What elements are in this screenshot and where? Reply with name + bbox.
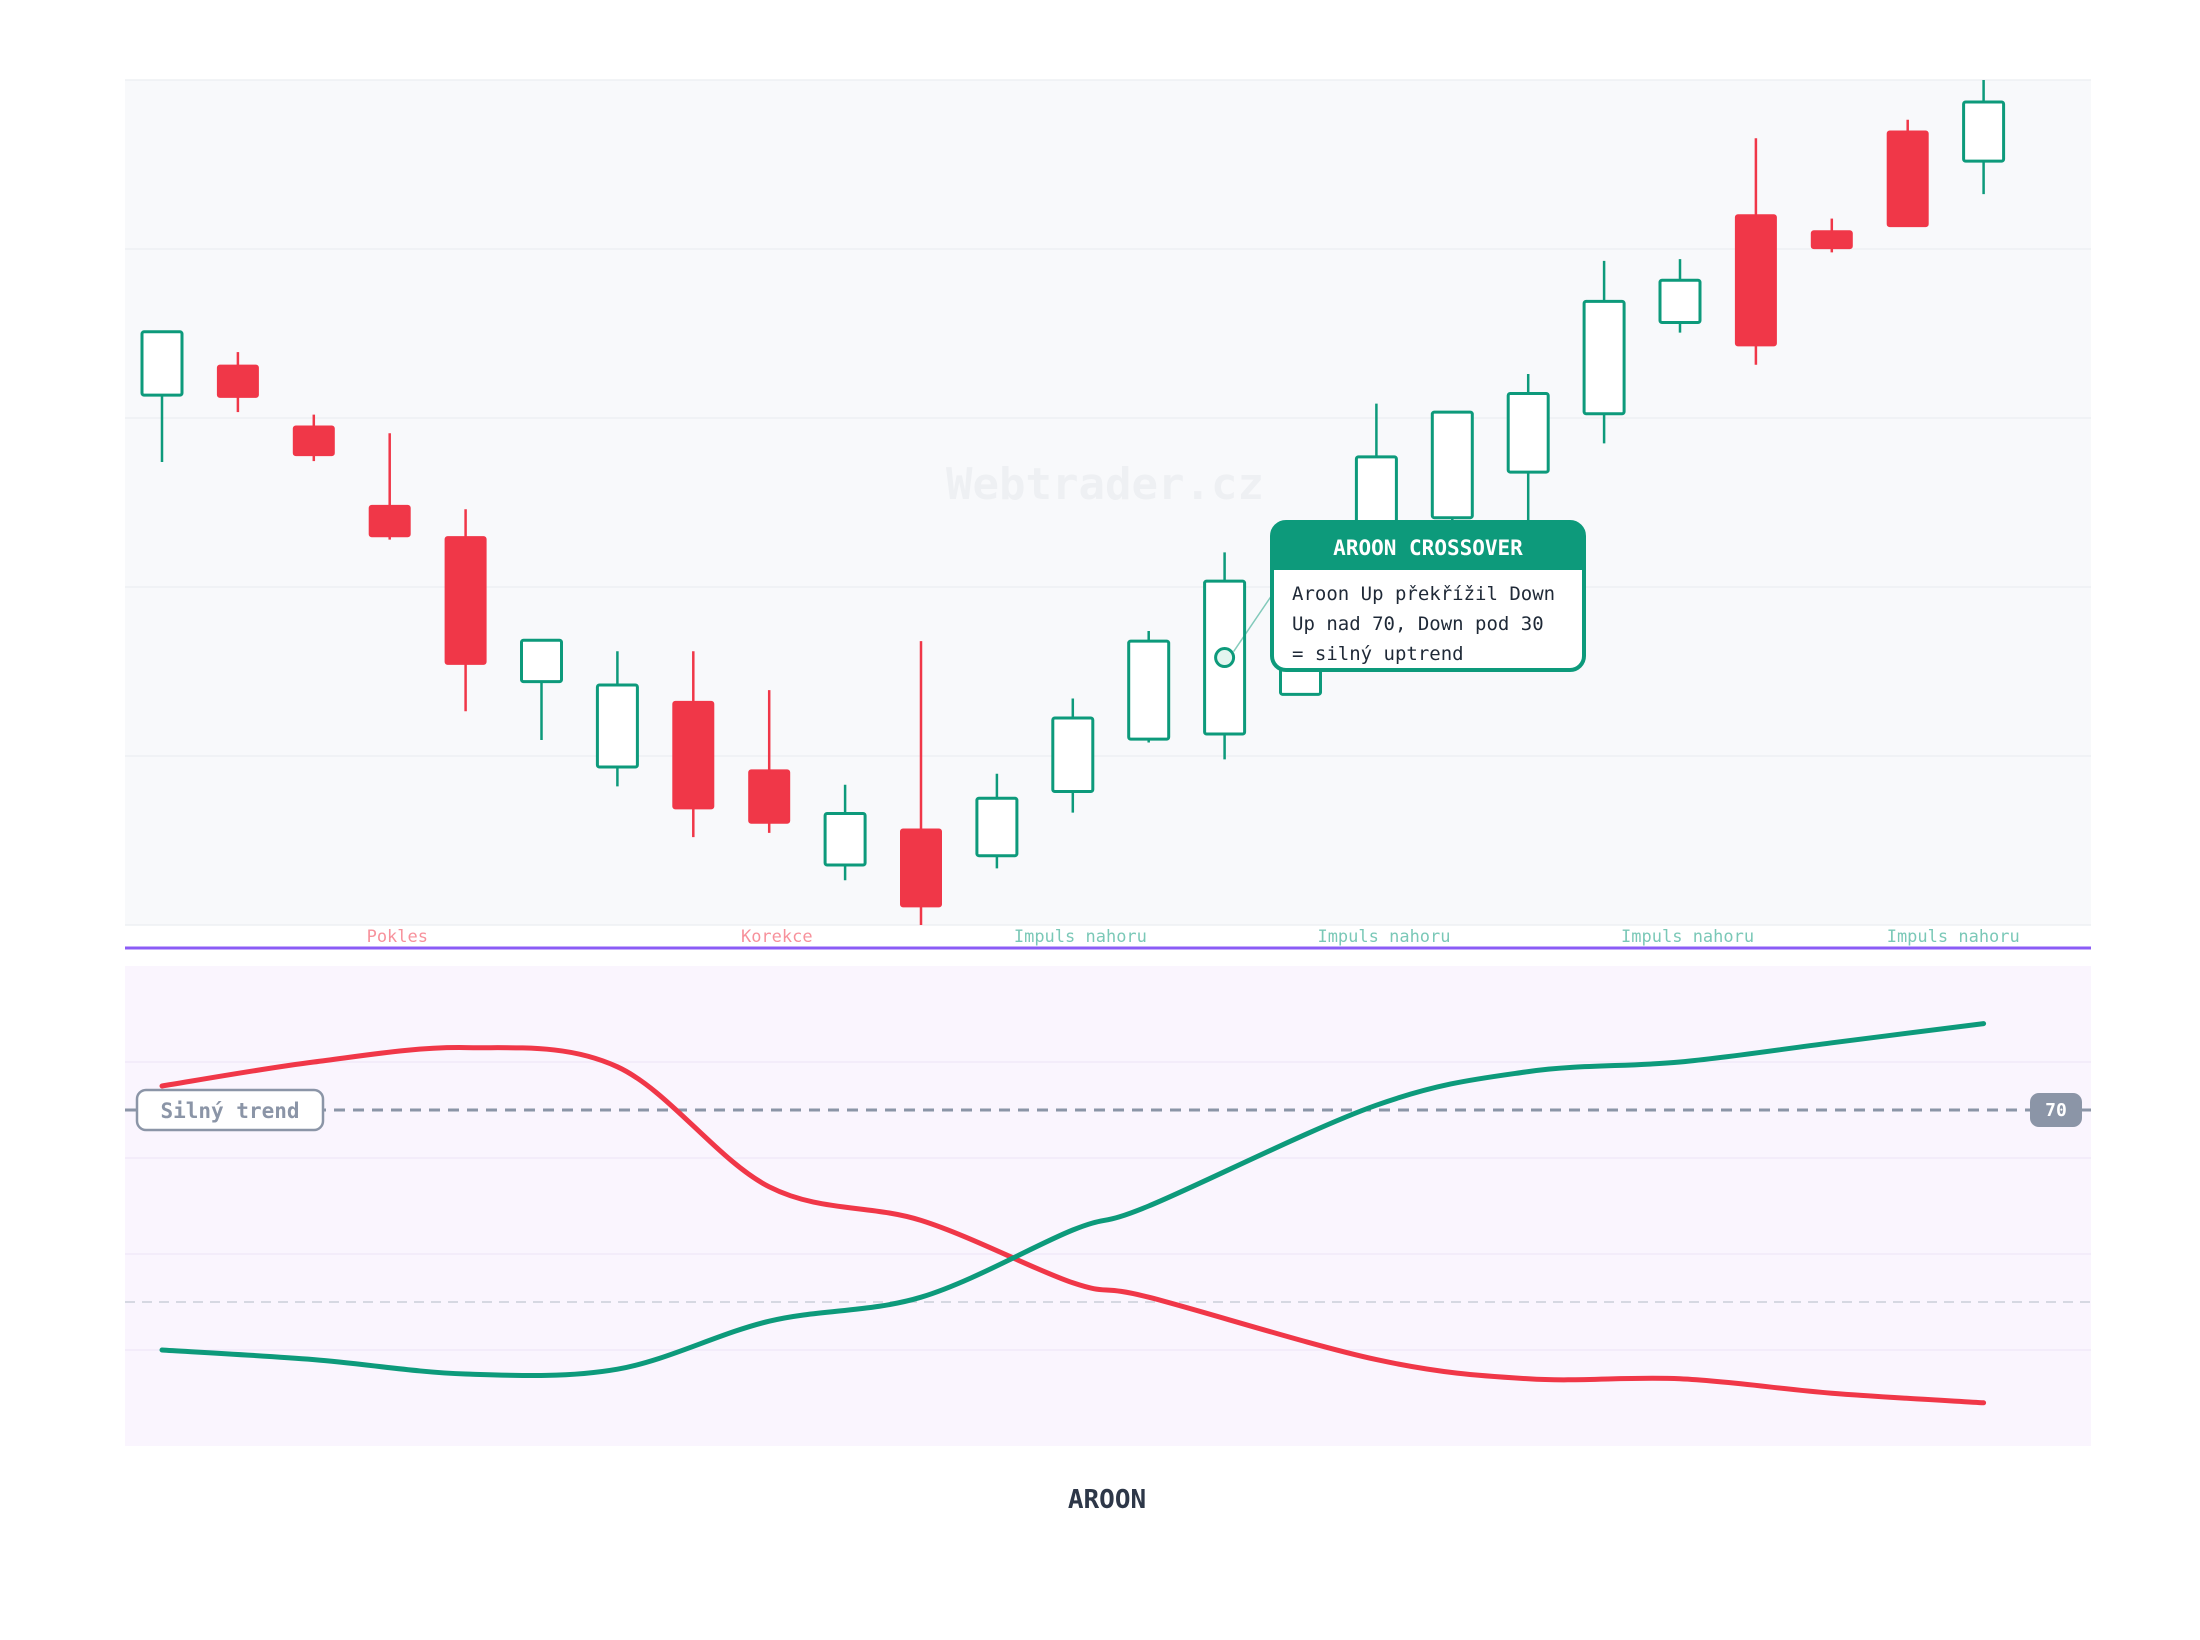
phase-label: Korekce (741, 927, 813, 947)
candle-bullish (1658, 259, 1702, 333)
candle-bearish (1810, 218, 1853, 253)
callout-line-2: Up nad 70, Down pod 30 (1292, 613, 1544, 635)
candle-bearish (368, 433, 411, 540)
candle-bearish (292, 414, 335, 462)
candle-body (1658, 278, 1702, 325)
candle-bearish (1886, 119, 1929, 228)
strong-trend-tag-box (135, 1088, 325, 1132)
level-value: 70 (2045, 1100, 2067, 1121)
crossover-marker (1214, 647, 1236, 669)
candle-body (1734, 214, 1777, 347)
phase-label: Pokles (367, 927, 428, 947)
candle-bearish (900, 641, 942, 925)
aroon-down-line (159, 1045, 1987, 1406)
candle-bearish (444, 509, 487, 712)
watermark: Webtrader.cz (946, 459, 1264, 510)
candle-bullish (1430, 410, 1474, 532)
phase-label: Impuls nahoru (1887, 927, 2020, 947)
candle-bullish (823, 784, 867, 881)
candle-body (1810, 230, 1853, 250)
strong-trend-label: Silný trend (160, 1099, 299, 1123)
aroon-up-line (159, 1021, 1987, 1379)
candle-bullish (1962, 80, 2006, 195)
candle-bullish (520, 638, 563, 740)
candle-body (1962, 100, 2006, 163)
callout-line-3: = silný uptrend (1292, 643, 1464, 665)
callout-title: AROON CROSSOVER (1333, 536, 1523, 560)
candle-body (216, 364, 259, 398)
candle-bearish (672, 651, 715, 838)
candle-body (520, 638, 563, 684)
candle-body (748, 769, 791, 824)
callout-header (1272, 522, 1584, 570)
indicator-panel-background (125, 966, 2091, 1446)
callout-line-1: Aroon Up překřížil Down (1292, 583, 1555, 605)
candle-body (975, 796, 1019, 858)
candle-body (1506, 391, 1550, 474)
candle-body (140, 330, 184, 397)
candle-bullish (1127, 630, 1171, 743)
candle-bullish (975, 773, 1019, 869)
phase-label: Impuls nahoru (1621, 927, 1754, 947)
strong-trend-tag: Silný trend (135, 1088, 325, 1132)
candle-bullish (1582, 260, 1626, 444)
candle-bullish (595, 651, 639, 787)
phase-label: Impuls nahoru (1317, 927, 1450, 947)
candle-bullish (1051, 698, 1095, 813)
candle-body (292, 425, 335, 457)
candle-bullish (140, 330, 184, 462)
candle-body (823, 811, 867, 867)
candle-bearish (1734, 138, 1777, 365)
candle-body (444, 536, 487, 665)
candle-body (368, 504, 411, 538)
level-value-badge: 70 (2030, 1093, 2082, 1127)
indicator-gridlines (125, 1061, 2091, 1351)
level-value-badge-box (2030, 1093, 2082, 1127)
candle-body (1582, 299, 1626, 416)
candle-body (595, 683, 639, 769)
candle-body (1430, 410, 1474, 520)
phase-label: Impuls nahoru (1014, 927, 1147, 947)
chart-title: AROON (1068, 1485, 1146, 1515)
candle-body (1051, 716, 1095, 793)
candle-bearish (216, 352, 259, 413)
candle-body (1886, 130, 1929, 228)
candle-body (900, 828, 942, 908)
callout-leader-line (1232, 591, 1275, 652)
candle-body (672, 700, 715, 810)
candle-bearish (748, 690, 791, 833)
crossover-callout: AROON CROSSOVER Aroon Up překřížil Down … (1214, 520, 1586, 672)
phase-labels: Pokles Korekce Impuls nahoru Impuls nahoru I… (367, 927, 2020, 947)
candle-body (1127, 639, 1171, 741)
